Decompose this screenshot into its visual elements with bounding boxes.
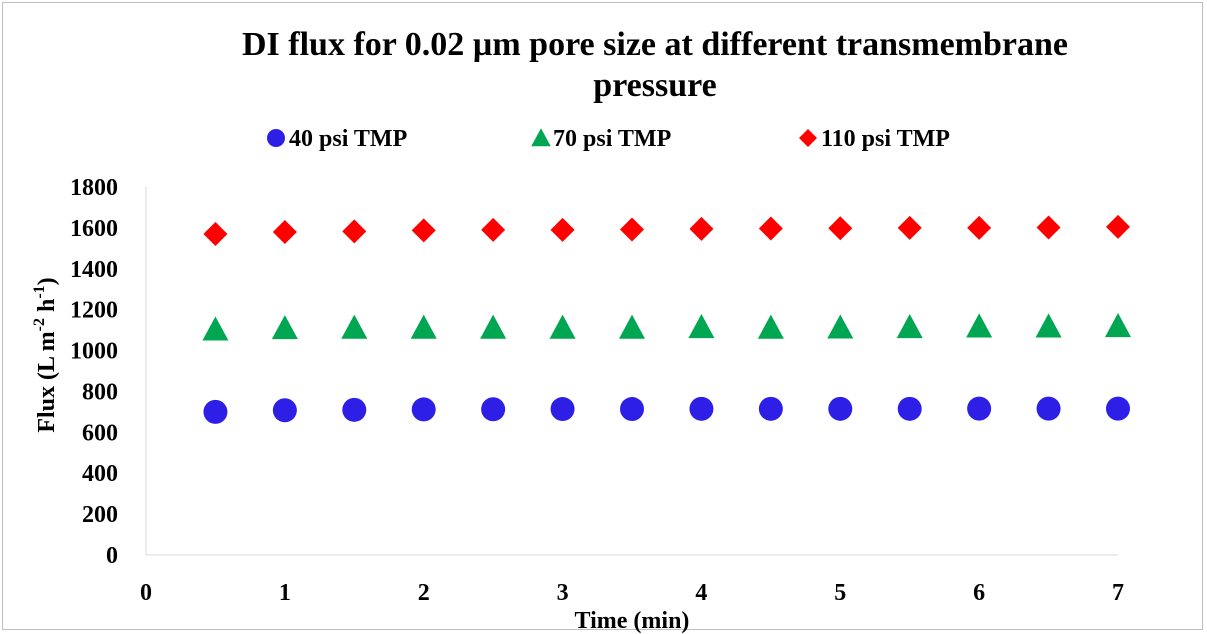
y-tick-labels: 0 200 400 600 800 1000 1200 1400 1600 1800 xyxy=(70,175,118,569)
y-tick-label: 0 xyxy=(106,543,118,569)
data-point xyxy=(272,219,297,244)
data-point xyxy=(620,217,644,242)
legend-marker xyxy=(799,129,817,147)
data-point xyxy=(411,218,436,243)
legend-item: 70 psi TMP xyxy=(531,126,671,152)
chart-title-line-1: DI flux for 0.02 µm pore size at differe… xyxy=(242,26,1068,63)
data-point xyxy=(827,314,854,339)
data-point xyxy=(966,313,993,338)
series-circle xyxy=(203,396,1130,424)
data-point xyxy=(897,215,922,240)
y-tick-label: 1400 xyxy=(70,257,118,283)
y-tick-label: 1600 xyxy=(70,216,118,242)
data-point xyxy=(828,216,853,241)
legend-marker xyxy=(531,128,551,147)
data-point xyxy=(896,314,923,339)
chart-title-line-2: pressure xyxy=(593,67,716,104)
data-point xyxy=(689,216,714,241)
x-tick-label: 5 xyxy=(834,580,846,606)
data-point xyxy=(271,315,298,340)
legend-label: 70 psi TMP xyxy=(553,126,671,152)
y-tick-label: 200 xyxy=(82,502,118,528)
data-point xyxy=(481,217,506,242)
y-axis-label-sup-2: -1 xyxy=(31,285,48,298)
y-axis-label-end: ) xyxy=(34,277,60,285)
data-point xyxy=(689,396,714,421)
data-point xyxy=(203,222,228,247)
data-point xyxy=(967,215,992,240)
legend-label: 40 psi TMP xyxy=(289,126,407,152)
axes xyxy=(145,187,1118,556)
legend: 40 psi TMP 70 psi TMP 110 psi TMP xyxy=(267,126,950,152)
x-tick-labels: 0 1 2 3 4 5 6 7 xyxy=(140,580,1124,606)
data-point xyxy=(828,396,853,421)
y-tick-label: 1000 xyxy=(70,339,118,365)
x-tick-label: 2 xyxy=(418,580,430,606)
data-point xyxy=(202,316,229,341)
y-axis-label-sup-1: -2 xyxy=(31,318,48,331)
legend-item: 110 psi TMP xyxy=(799,126,950,152)
data-point xyxy=(758,396,783,421)
x-tick-label: 1 xyxy=(279,580,291,606)
data-point xyxy=(1036,215,1061,240)
data-point xyxy=(897,396,922,421)
y-tick-label: 1200 xyxy=(70,298,118,324)
data-point xyxy=(480,314,507,339)
data-point xyxy=(341,314,368,339)
x-tick-label: 7 xyxy=(1112,580,1124,606)
data-point xyxy=(481,397,506,422)
y-axis-label-mid: h xyxy=(34,299,60,318)
data-point xyxy=(550,397,575,422)
data-point xyxy=(1106,214,1130,239)
y-tick-label: 600 xyxy=(82,420,118,446)
data-point xyxy=(342,397,367,422)
data-point xyxy=(410,314,437,339)
series-triangle xyxy=(202,313,1131,341)
data-point xyxy=(1106,396,1130,421)
data-point xyxy=(758,216,783,241)
data-point xyxy=(967,396,992,421)
y-tick-label: 800 xyxy=(82,379,118,405)
data-point xyxy=(1105,313,1131,338)
data-point xyxy=(688,314,715,339)
plot-area xyxy=(202,214,1131,424)
data-point xyxy=(757,314,784,339)
x-tick-label: 0 xyxy=(140,580,152,606)
y-tick-label: 1800 xyxy=(70,175,118,201)
x-tick-label: 3 xyxy=(557,580,569,606)
series-diamond xyxy=(203,214,1130,247)
y-axis-label: Flux (L m-2 h-1) xyxy=(31,277,60,432)
data-point xyxy=(1036,396,1061,421)
x-axis-label: Time (min) xyxy=(575,608,690,634)
x-tick-label: 4 xyxy=(695,580,707,606)
data-point xyxy=(550,217,575,242)
y-tick-label: 400 xyxy=(82,461,118,487)
data-point xyxy=(1035,313,1062,338)
legend-label: 110 psi TMP xyxy=(821,126,950,152)
data-point xyxy=(203,399,228,424)
y-axis-label-base: Flux (L m xyxy=(34,331,60,432)
data-point xyxy=(619,314,645,339)
data-point xyxy=(549,314,576,339)
x-tick-label: 6 xyxy=(973,580,985,606)
data-point xyxy=(272,398,297,423)
data-point xyxy=(411,397,436,422)
data-point xyxy=(342,219,367,244)
legend-item: 40 psi TMP xyxy=(267,126,407,152)
data-point xyxy=(620,397,644,422)
legend-marker xyxy=(267,129,285,147)
